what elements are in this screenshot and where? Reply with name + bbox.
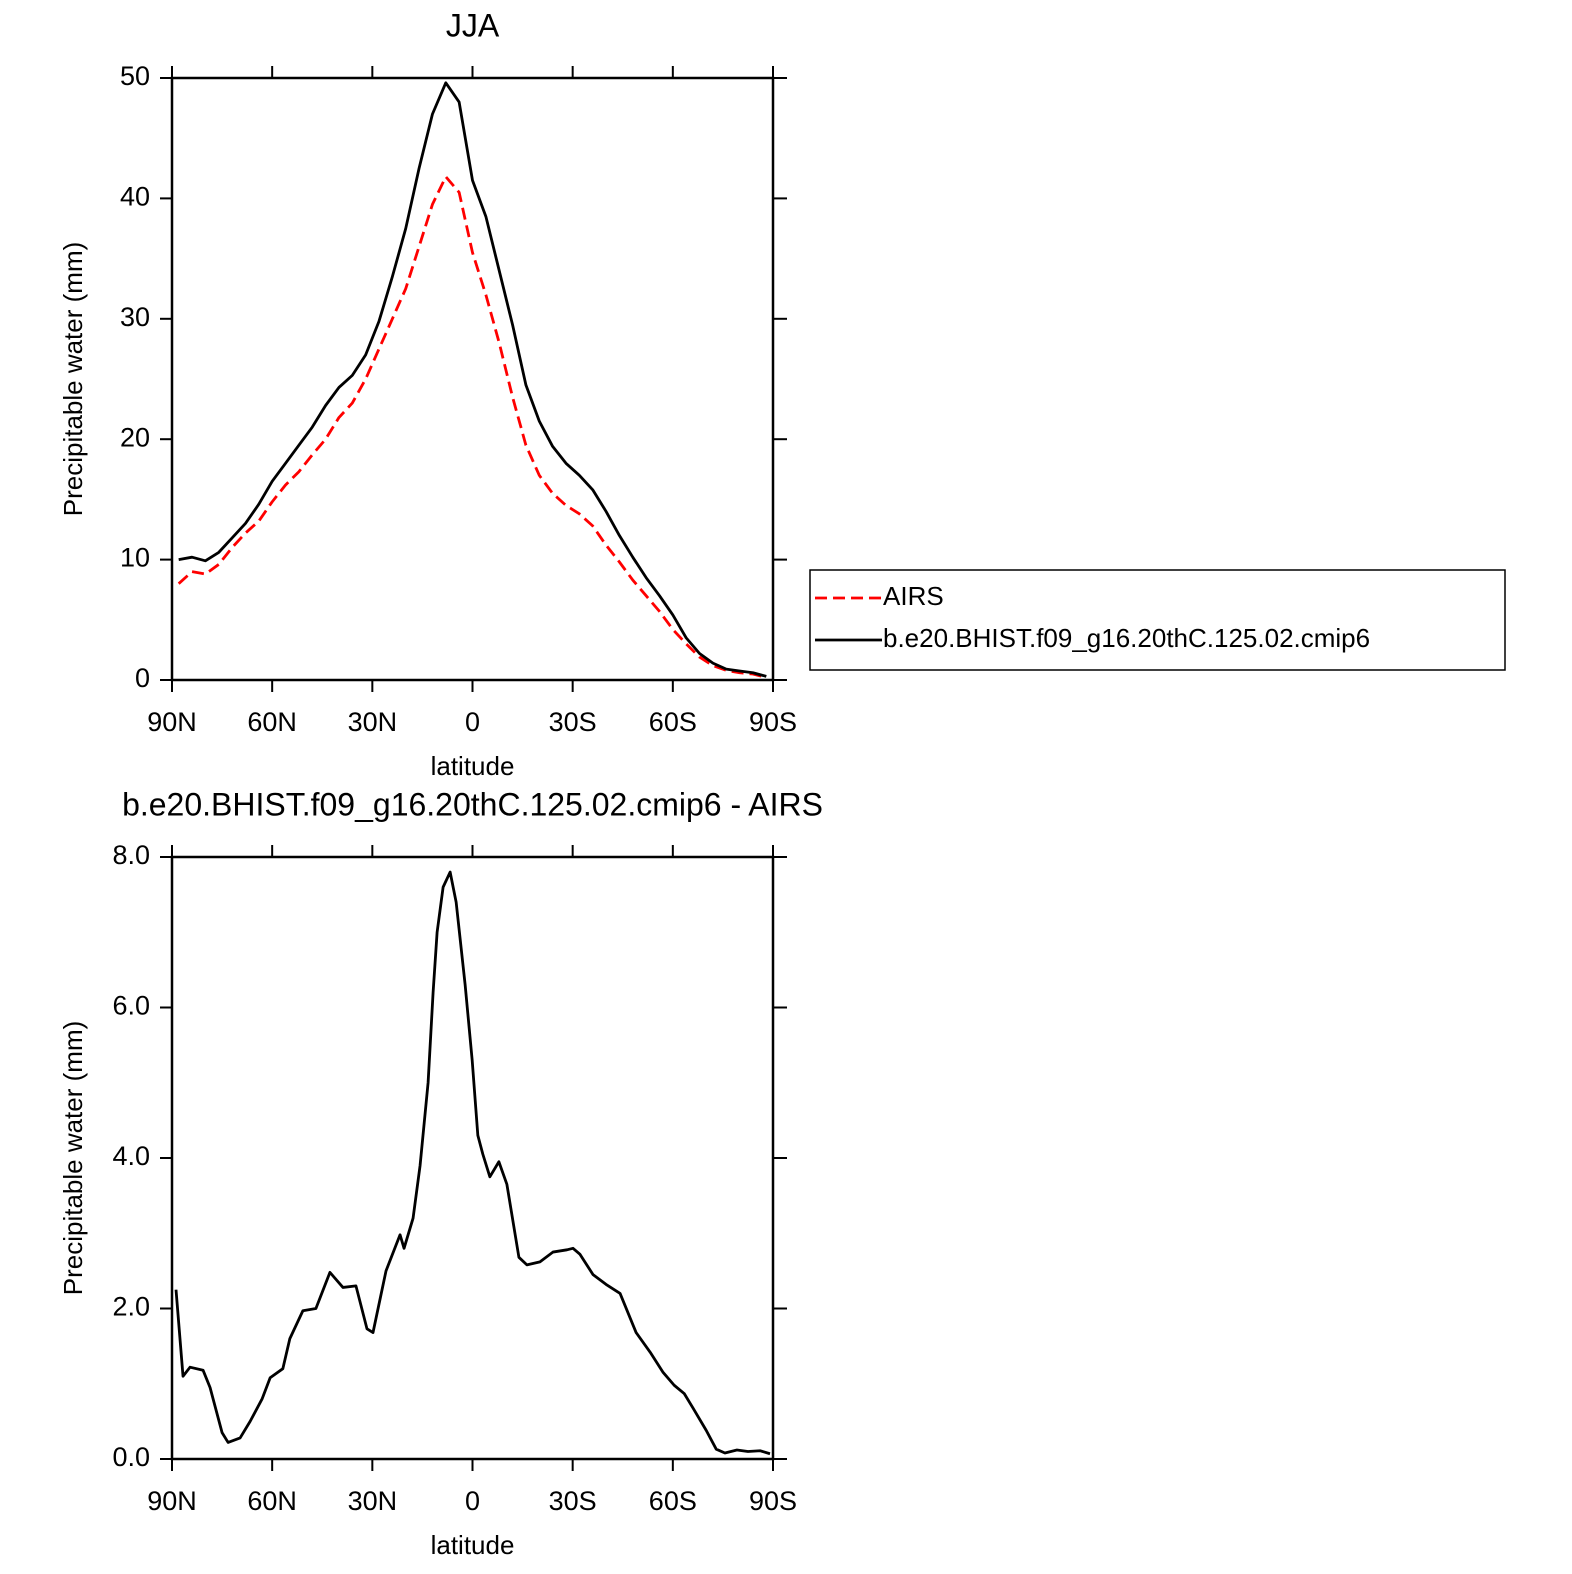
chart-title: b.e20.BHIST.f09_g16.20thC.125.02.cmip6 -… [122, 786, 823, 822]
chart-title: JJA [446, 7, 500, 43]
y-tick-label: 10 [120, 543, 150, 573]
legend-label: AIRS [883, 581, 944, 611]
x-tick-label: 30N [348, 707, 398, 737]
x-tick-label: 60N [247, 1486, 297, 1516]
x-tick-label: 90S [749, 1486, 797, 1516]
x-tick-label: 0 [465, 707, 480, 737]
plot-frame [170, 855, 775, 1461]
y-tick-label: 20 [120, 422, 150, 452]
y-axis-label: Precipitable water (mm) [58, 1021, 88, 1296]
y-tick-label: 4.0 [112, 1141, 150, 1171]
y-tick-label: 6.0 [112, 991, 150, 1021]
x-tick-label: 90S [749, 707, 797, 737]
legend-box [809, 569, 1506, 671]
x-tick-label: 30N [348, 1486, 398, 1516]
y-tick-label: 50 [120, 61, 150, 91]
x-axis-label: latitude [431, 1530, 515, 1560]
x-tick-label: 30S [549, 1486, 597, 1516]
y-tick-label: 0.0 [112, 1442, 150, 1472]
series-line [177, 175, 767, 679]
x-tick-label: 60N [247, 707, 297, 737]
y-tick-label: 2.0 [112, 1292, 150, 1322]
x-axis-label: latitude [431, 751, 515, 781]
legend: AIRS b.e20.BHIST.f09_g16.20thC.125.02.cmi… [809, 569, 1506, 671]
y-tick-label: 8.0 [112, 840, 150, 870]
plot-frame [170, 76, 775, 682]
y-tick-label: 30 [120, 302, 150, 332]
x-tick-label: 60S [649, 1486, 697, 1516]
x-tick-label: 90N [147, 707, 197, 737]
x-tick-label: 90N [147, 1486, 197, 1516]
series-line [174, 870, 771, 1456]
y-tick-label: 40 [120, 182, 150, 212]
y-tick-label: 0 [135, 663, 150, 693]
series-line [178, 81, 767, 678]
x-tick-label: 0 [465, 1486, 480, 1516]
y-axis-label: Precipitable water (mm) [58, 242, 88, 517]
x-tick-label: 30S [549, 707, 597, 737]
legend-label: b.e20.BHIST.f09_g16.20thC.125.02.cmip6 [883, 623, 1370, 653]
x-tick-label: 60S [649, 707, 697, 737]
